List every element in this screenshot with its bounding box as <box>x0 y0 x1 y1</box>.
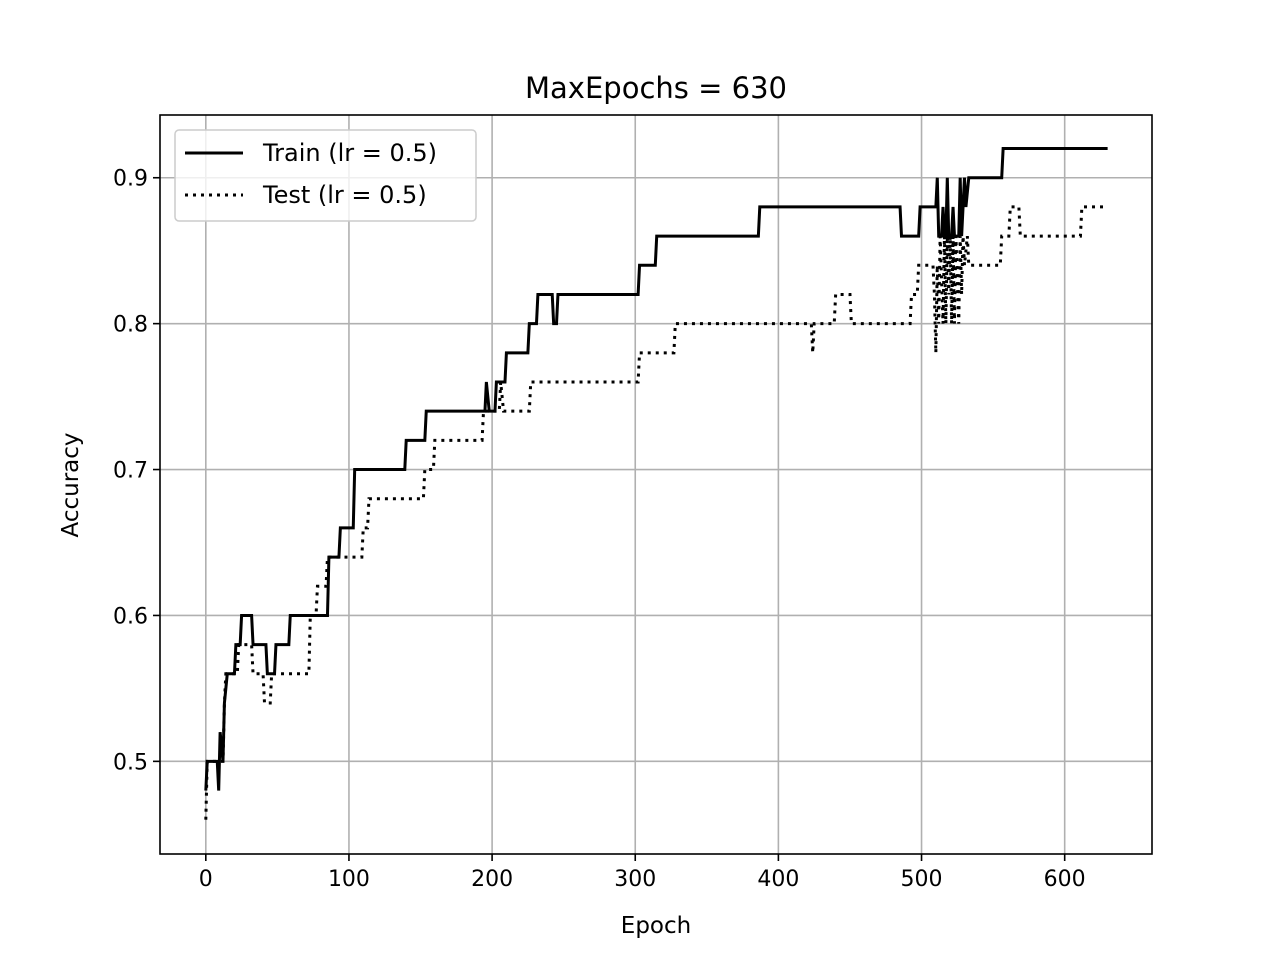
x-tick-label: 400 <box>757 867 799 892</box>
y-tick-label: 0.6 <box>113 604 148 629</box>
series-line-test <box>204 205 1108 820</box>
x-tick-label: 600 <box>1044 867 1086 892</box>
legend-box <box>174 129 477 222</box>
y-tick-label: 0.5 <box>113 750 148 775</box>
y-tick-label: 0.9 <box>113 167 148 192</box>
x-tick-label: 500 <box>901 867 943 892</box>
x-tick-label: 0 <box>199 867 213 892</box>
x-tick-label: 300 <box>614 867 656 892</box>
x-axis-title: Epoch <box>621 913 691 939</box>
legend: Train (lr = 0.5) Test (lr = 0.5) <box>174 129 477 222</box>
legend-label-test: Test (lr = 0.5) <box>262 181 427 209</box>
y-tick-label: 0.8 <box>113 313 148 338</box>
series-layer <box>204 147 1108 820</box>
ticks: 0 100 200 300 400 500 600 0.5 0.6 0.7 0.8 0.9 <box>113 167 1086 892</box>
chart-title: MaxEpochs = 630 <box>525 71 787 105</box>
y-tick-label: 0.7 <box>113 459 148 484</box>
series-line-train <box>204 147 1108 791</box>
legend-label-train: Train (lr = 0.5) <box>262 139 437 167</box>
x-tick-label: 100 <box>328 867 370 892</box>
plot-frame <box>159 114 1153 855</box>
y-axis-title: Accuracy <box>58 432 84 537</box>
x-tick-label: 200 <box>471 867 513 892</box>
